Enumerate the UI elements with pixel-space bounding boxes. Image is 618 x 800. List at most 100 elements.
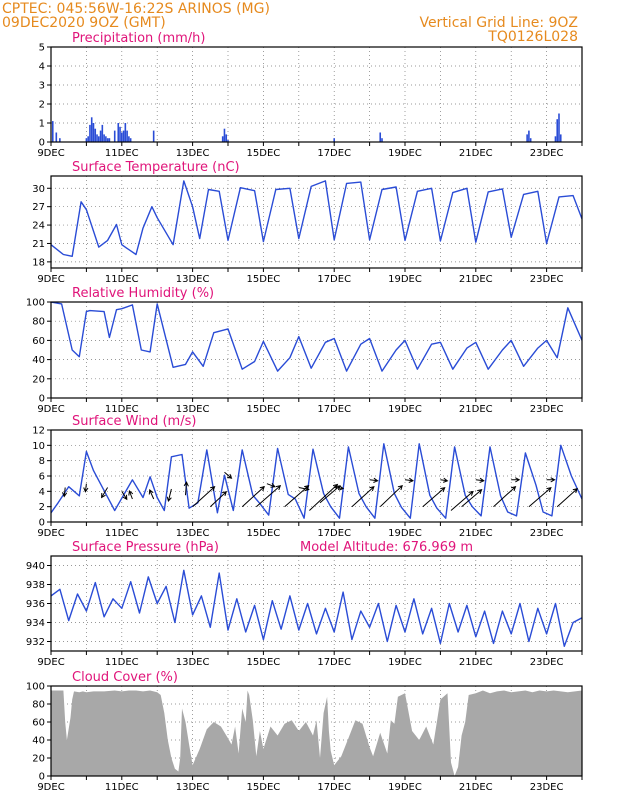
temp-ytick-label: 27 bbox=[32, 202, 45, 213]
cloud-frame bbox=[50, 685, 583, 777]
pressure-panel: 932 934 936 938 940 9DEC 11DEC 13DEC 15DEC 17DEC 1… bbox=[26, 540, 583, 668]
precip-bar bbox=[51, 121, 54, 142]
wind-arrow bbox=[266, 482, 276, 488]
pressure-title: Surface Pressure (hPa) bbox=[72, 540, 219, 555]
wind-ytick-label: 0 bbox=[39, 518, 45, 529]
rh-xtick-label: 23DEC bbox=[530, 404, 564, 415]
cloud-xtick-label: 9DEC bbox=[37, 782, 64, 793]
precip-bar bbox=[129, 138, 132, 142]
precip-bar bbox=[225, 134, 228, 142]
header-grid-note: Vertical Grid Line: 9OZ bbox=[419, 15, 578, 31]
pressure-ytick-label: 940 bbox=[26, 561, 45, 572]
precip-bar bbox=[381, 138, 383, 142]
header-datetime: 09DEC2020 9OZ (GMT) bbox=[2, 15, 166, 31]
cloud-xtick-label: 11DEC bbox=[105, 782, 139, 793]
wind-arrow bbox=[404, 477, 415, 483]
precip-bar bbox=[90, 117, 93, 142]
wind-xtick-label: 9DEC bbox=[37, 528, 64, 539]
header-location: CPTEC: 045:56W-16:22S ARINOS (MG) bbox=[2, 1, 270, 17]
precip-bar bbox=[379, 132, 382, 142]
rh-ytick-label: 20 bbox=[32, 374, 45, 385]
wind-arrow bbox=[241, 486, 265, 508]
wind-ytick-label: 8 bbox=[39, 456, 45, 467]
wind-ytick-label: 6 bbox=[39, 472, 45, 483]
precip-bar bbox=[89, 124, 91, 142]
wind-arrow bbox=[183, 481, 189, 496]
wind-arrow bbox=[422, 487, 446, 508]
precip-bar bbox=[101, 124, 104, 142]
pressure-xtick-label: 17DEC bbox=[317, 657, 351, 668]
precip-bar bbox=[113, 130, 116, 142]
precip-bar bbox=[124, 123, 127, 142]
pressure-subtitle: Model Altitude: 676.969 m bbox=[300, 540, 473, 555]
precip-bar bbox=[87, 136, 89, 142]
pressure-xtick-label: 23DEC bbox=[530, 657, 564, 668]
wind-arrow bbox=[62, 487, 68, 498]
wind-arrow bbox=[528, 487, 552, 508]
precip-bar bbox=[117, 123, 120, 142]
temp-ytick-label: 21 bbox=[32, 239, 45, 250]
rh-ytick-label: 60 bbox=[32, 336, 45, 347]
precip-bar bbox=[85, 138, 88, 142]
precip-ytick-label: 4 bbox=[39, 62, 45, 73]
rh-xtick-label: 21DEC bbox=[459, 404, 493, 415]
precip-bar bbox=[119, 126, 121, 142]
cloud-xtick-label: 17DEC bbox=[317, 782, 351, 793]
wind-arrow bbox=[493, 486, 517, 508]
rh-xtick-label: 19DEC bbox=[388, 404, 422, 415]
pressure-ytick-label: 938 bbox=[26, 580, 45, 591]
precip-bar bbox=[105, 136, 107, 142]
pressure-ytick-label: 934 bbox=[26, 618, 45, 629]
rh-frame bbox=[50, 301, 583, 399]
cloud-area bbox=[51, 690, 582, 776]
precip-bar bbox=[221, 136, 224, 142]
wind-arrow bbox=[298, 486, 310, 492]
cloud-xtick-label: 19DEC bbox=[388, 782, 422, 793]
temp-xtick-label: 13DEC bbox=[176, 274, 210, 285]
pressure-xtick-label: 19DEC bbox=[388, 657, 422, 668]
rh-xtick-label: 13DEC bbox=[176, 404, 210, 415]
pressure-frame bbox=[50, 555, 583, 652]
precip-bar bbox=[128, 136, 130, 142]
precip-bar bbox=[106, 138, 109, 142]
wind-ytick-label: 2 bbox=[39, 502, 45, 513]
rh-xtick-label: 15DEC bbox=[247, 404, 281, 415]
rh-xtick-label: 9DEC bbox=[37, 404, 64, 415]
precip-bar bbox=[126, 130, 128, 142]
precip-bar bbox=[121, 132, 123, 142]
precip-bar bbox=[528, 130, 530, 142]
temp-ytick-label: 18 bbox=[32, 257, 45, 268]
rh-ytick-label: 100 bbox=[26, 298, 45, 309]
temp-frame bbox=[50, 175, 583, 269]
precip-xtick-label: 21DEC bbox=[459, 148, 493, 159]
temp-line bbox=[51, 180, 582, 257]
wind-arrow bbox=[83, 483, 89, 493]
pressure-ytick-label: 936 bbox=[26, 599, 45, 610]
cloud-ytick-label: 40 bbox=[32, 736, 45, 747]
wind-arrow bbox=[475, 477, 485, 483]
precip-bar bbox=[122, 130, 125, 142]
wind-title: Surface Wind (m/s) bbox=[72, 414, 196, 429]
cloud-xtick-label: 21DEC bbox=[459, 782, 493, 793]
rh-title: Relative Humidity (%) bbox=[72, 286, 214, 301]
wind-ytick-label: 12 bbox=[32, 426, 45, 437]
precip-panel: 0 1 2 3 4 5 9DEC 11DEC 13DEC 15DEC 17DEC 19DEC 21DEC… bbox=[37, 31, 583, 159]
rh-xtick-label: 11DEC bbox=[105, 404, 139, 415]
pressure-ytick-label: 932 bbox=[26, 637, 45, 648]
precip-xtick-label: 11DEC bbox=[105, 148, 139, 159]
precip-bar bbox=[554, 136, 557, 142]
pressure-line bbox=[51, 569, 582, 647]
wind-xtick-label: 11DEC bbox=[105, 528, 139, 539]
pressure-xtick-label: 9DEC bbox=[37, 657, 64, 668]
precip-bar bbox=[526, 134, 528, 142]
precip-bar bbox=[55, 132, 58, 142]
wind-arrow bbox=[128, 490, 134, 500]
precip-bar bbox=[529, 138, 532, 142]
wind-arrow bbox=[546, 477, 556, 483]
precip-title: Precipitation (mm/h) bbox=[72, 31, 205, 46]
precip-ytick-label: 0 bbox=[39, 138, 45, 149]
cloud-ytick-label: 100 bbox=[26, 682, 45, 693]
precip-ytick-label: 5 bbox=[39, 43, 45, 54]
wind-xtick-label: 15DEC bbox=[247, 528, 281, 539]
